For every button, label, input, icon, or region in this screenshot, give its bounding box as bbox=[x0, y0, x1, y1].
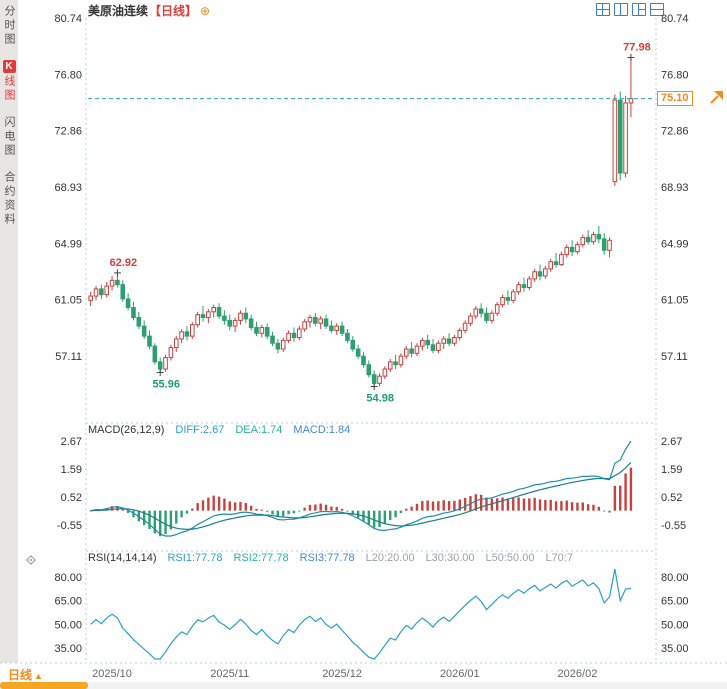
rsi-settings-icon[interactable] bbox=[25, 553, 37, 571]
axis-label: 2026/02 bbox=[558, 668, 598, 680]
price-annotation: 54.98 bbox=[366, 392, 394, 404]
axis-label: 0.52 bbox=[661, 492, 682, 504]
period-tag: 【日线】 bbox=[149, 4, 198, 18]
price-annotation: 77.98 bbox=[623, 41, 651, 53]
rsi1-value: RSI1:77.78 bbox=[167, 552, 223, 564]
chart-scrollbar[interactable] bbox=[0, 682, 727, 689]
rsi-line bbox=[90, 568, 631, 660]
sidebar-item-contract-info[interactable]: 合约资料 bbox=[3, 171, 15, 227]
macd-diff-value: DIFF:2.67 bbox=[175, 424, 225, 436]
axis-label: 1.59 bbox=[61, 464, 82, 476]
axis-label: 64.99 bbox=[54, 238, 82, 250]
scrollbar-thumb[interactable] bbox=[0, 682, 88, 689]
axis-label: 80.74 bbox=[54, 13, 82, 25]
axis-label: 68.93 bbox=[54, 182, 82, 194]
layout-horizontal-split-icon[interactable] bbox=[650, 3, 664, 16]
axis-label: 50.00 bbox=[54, 619, 82, 631]
kline-badge: K bbox=[2, 60, 16, 73]
rsi3-value: RSI3:77.78 bbox=[299, 552, 355, 564]
macd-diff-line bbox=[90, 440, 632, 537]
period-label: 日线 bbox=[8, 668, 33, 682]
period-arrow-icon: ▲ bbox=[34, 671, 43, 681]
rsi-l70-value: L70:7 bbox=[545, 552, 573, 564]
axis-label: 72.86 bbox=[54, 126, 82, 138]
macd-dea-value: DEA:1.74 bbox=[235, 424, 283, 436]
layout-grid-icon[interactable] bbox=[596, 3, 610, 16]
macd-dea-line bbox=[90, 462, 632, 531]
axis-label: -0.55 bbox=[57, 520, 82, 532]
axis-label: 61.05 bbox=[661, 295, 689, 307]
annotation-layer: 62.92 55.96 54.98 77.98 bbox=[110, 41, 651, 404]
macd-header: MACD(26,12,9) DIFF:2.67 DEA:1.74 MACD:1.… bbox=[88, 424, 350, 437]
axis-label: 57.11 bbox=[661, 351, 688, 363]
axis-label: 68.93 bbox=[661, 182, 689, 194]
symbol-name: 美原油连续 bbox=[88, 4, 149, 18]
macd-name: MACD(26,12,9) bbox=[88, 424, 165, 436]
macd-macd-value: MACD:1.84 bbox=[293, 424, 351, 436]
price-annotation: 62.92 bbox=[110, 257, 138, 269]
rsi-l30-value: L30:30.00 bbox=[425, 552, 475, 564]
rsi-layer bbox=[90, 568, 631, 660]
candlestick-layer bbox=[88, 57, 634, 387]
sidebar-item-time-chart[interactable]: 分时图 bbox=[3, 5, 15, 47]
rsi2-value: RSI2:77.78 bbox=[233, 552, 289, 564]
axis-label: 2025/10 bbox=[92, 668, 132, 680]
layout-mixed-icon[interactable] bbox=[632, 3, 646, 16]
axis-label: 2025/11 bbox=[210, 668, 249, 680]
period-selector[interactable]: 日线 ▲ bbox=[8, 666, 43, 683]
current-price-tag: 75.10 bbox=[657, 90, 693, 106]
axis-label: 35.00 bbox=[54, 643, 82, 655]
rsi-l50-value: L50:50.00 bbox=[485, 552, 535, 564]
layout-toolbar bbox=[596, 3, 664, 16]
axis-label: 61.05 bbox=[54, 295, 82, 307]
rsi-l20-value: L20:20.00 bbox=[365, 552, 415, 564]
axis-label: 57.11 bbox=[55, 351, 82, 363]
axis-label: 64.99 bbox=[661, 238, 689, 250]
axis-label: 80.00 bbox=[54, 572, 82, 584]
axis-label: 65.00 bbox=[661, 596, 689, 608]
axis-label: 72.86 bbox=[661, 126, 689, 138]
axis-label: 2.67 bbox=[61, 436, 82, 448]
layout-vertical-split-icon[interactable] bbox=[614, 3, 628, 16]
rsi-name: RSI(14,14,14) bbox=[88, 552, 157, 564]
current-price-arrow bbox=[708, 88, 726, 111]
axis-label: 2.67 bbox=[661, 436, 682, 448]
axis-label: 65.00 bbox=[54, 596, 82, 608]
sidebar-item-lightning-chart[interactable]: 闪电图 bbox=[3, 116, 15, 158]
axis-label: 80.00 bbox=[661, 572, 689, 584]
kline-label: 线图 bbox=[3, 75, 15, 103]
axis-label: 50.00 bbox=[661, 619, 689, 631]
chart-title: 美原油连续【日线】 ⊕ bbox=[88, 2, 210, 19]
sidebar: 分时图 K 线图 闪电图 合约资料 bbox=[0, 0, 18, 663]
axis-label: 76.80 bbox=[661, 69, 689, 81]
panel-separators bbox=[0, 18, 727, 664]
axis-labels: 80.74 80.74 76.80 76.80 72.86 72.86 68.93 68.93… bbox=[54, 13, 688, 680]
axis-label: 35.00 bbox=[661, 643, 689, 655]
macd-layer bbox=[89, 440, 633, 537]
axis-label: -0.55 bbox=[661, 520, 686, 532]
axis-label: 80.74 bbox=[661, 13, 689, 25]
axis-label: 2025/12 bbox=[322, 668, 362, 680]
axis-label: 2026/01 bbox=[440, 668, 480, 680]
axis-label: 1.59 bbox=[661, 464, 682, 476]
price-annotation: 55.96 bbox=[152, 378, 180, 390]
axis-label: 76.80 bbox=[54, 69, 82, 81]
axis-label: 0.52 bbox=[61, 492, 82, 504]
rsi-header: RSI(14,14,14) RSI1:77.78 RSI2:77.78 RSI3… bbox=[88, 552, 573, 565]
add-icon[interactable]: ⊕ bbox=[200, 4, 211, 18]
sidebar-item-kline-chart[interactable]: K 线图 bbox=[1, 60, 17, 103]
